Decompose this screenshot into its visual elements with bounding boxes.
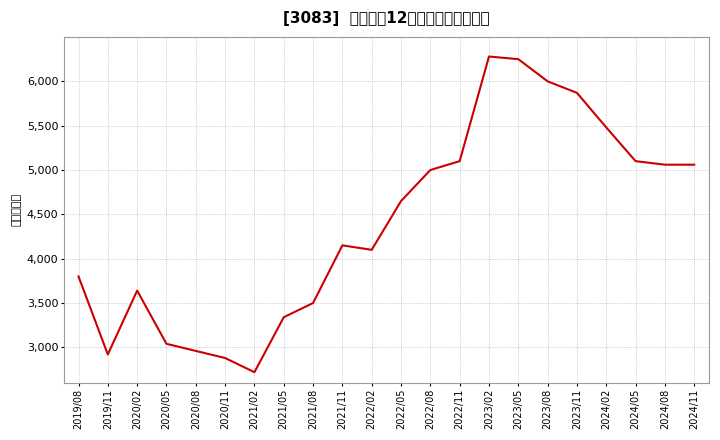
Title: [3083]  売上高の12か月移動合計の推移: [3083] 売上高の12か月移動合計の推移: [283, 11, 490, 26]
Y-axis label: （百万円）: （百万円）: [11, 193, 21, 227]
